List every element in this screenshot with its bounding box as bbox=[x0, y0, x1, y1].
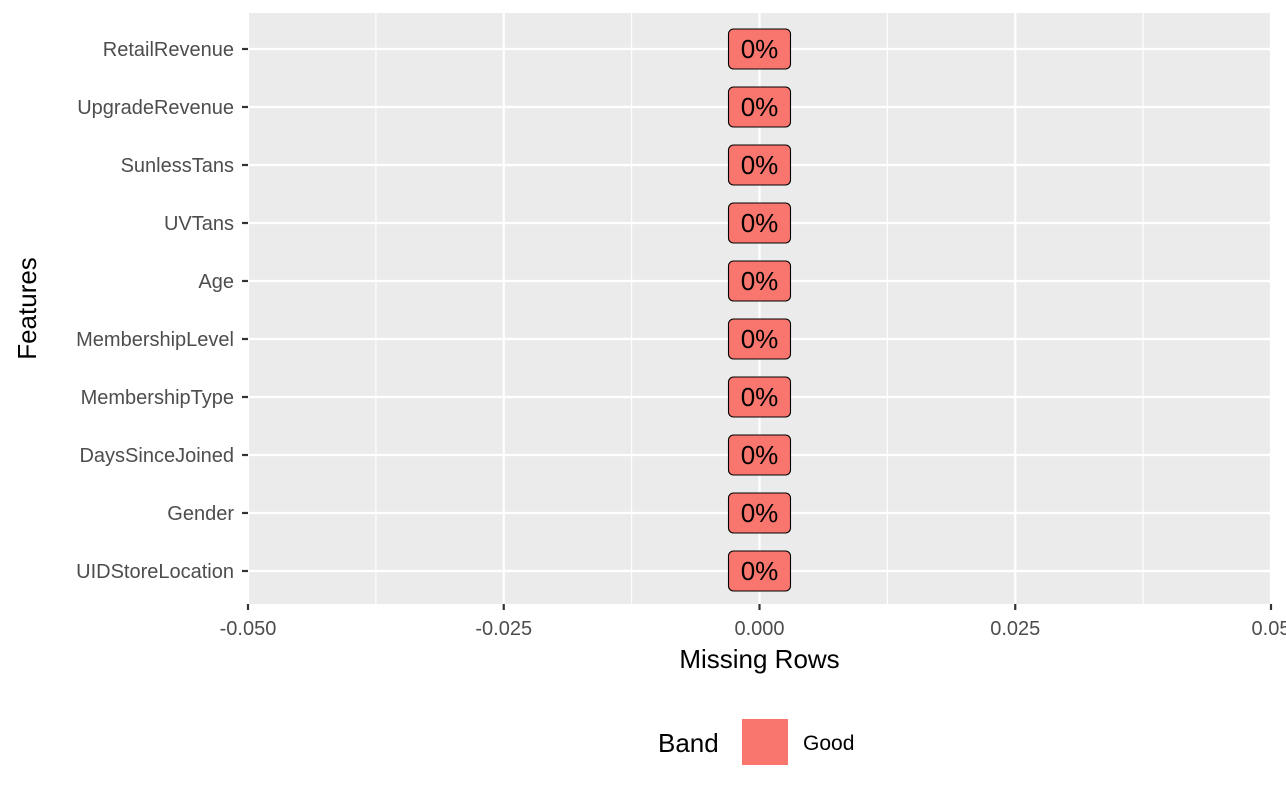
data-label: 0% bbox=[727, 550, 792, 592]
data-label-text: 0% bbox=[741, 92, 779, 122]
data-label: 0% bbox=[727, 260, 792, 302]
y-tick-label: UIDStoreLocation bbox=[76, 561, 234, 583]
data-label-text: 0% bbox=[741, 498, 779, 528]
data-label-box bbox=[727, 202, 792, 244]
data-label: 0% bbox=[727, 144, 792, 186]
legend-label-good: Good bbox=[803, 732, 854, 755]
y-tick-label: MembershipLevel bbox=[76, 329, 234, 351]
data-label-box bbox=[727, 318, 792, 360]
data-label-text: 0% bbox=[741, 150, 779, 180]
data-labels: 0% 0% 0% 0% 0% 0% 0% 0% 0% 0% bbox=[727, 28, 792, 592]
y-tick-label: SunlessTans bbox=[121, 155, 234, 177]
y-axis: RetailRevenue UpgradeRevenue SunlessTans UV… bbox=[76, 39, 248, 583]
x-tick-label: 0.05 bbox=[1252, 618, 1286, 640]
legend: Band Good bbox=[658, 719, 854, 765]
data-label: 0% bbox=[727, 376, 792, 418]
y-axis-title: Features bbox=[12, 257, 42, 360]
data-label: 0% bbox=[727, 202, 792, 244]
data-label-text: 0% bbox=[741, 208, 779, 238]
data-label-text: 0% bbox=[741, 556, 779, 586]
y-tick-label: DaysSinceJoined bbox=[79, 445, 234, 467]
data-label: 0% bbox=[727, 28, 792, 70]
data-label: 0% bbox=[727, 86, 792, 128]
x-axis: -0.050 -0.025 0.000 0.025 0.05 bbox=[220, 604, 1286, 640]
data-label-text: 0% bbox=[741, 266, 779, 296]
data-label: 0% bbox=[727, 318, 792, 360]
y-tick-label: RetailRevenue bbox=[103, 39, 234, 61]
data-label: 0% bbox=[727, 492, 792, 534]
data-label-box bbox=[727, 260, 792, 302]
x-axis-title: Missing Rows bbox=[679, 644, 839, 674]
data-label-box bbox=[727, 492, 792, 534]
data-label-text: 0% bbox=[741, 34, 779, 64]
y-tick-label: UpgradeRevenue bbox=[77, 97, 234, 119]
minor-gridlines bbox=[375, 13, 1144, 604]
x-tick-label: -0.025 bbox=[475, 618, 532, 640]
data-label-box bbox=[727, 28, 792, 70]
data-label-box bbox=[727, 86, 792, 128]
x-tick-label: 0.025 bbox=[990, 618, 1040, 640]
data-label-box bbox=[727, 376, 792, 418]
y-tick-label: UVTans bbox=[164, 213, 234, 235]
data-label-text: 0% bbox=[741, 440, 779, 470]
data-label-box bbox=[727, 550, 792, 592]
y-tick-label: Gender bbox=[167, 503, 234, 525]
y-tick-label: Age bbox=[198, 271, 234, 293]
data-label-text: 0% bbox=[741, 382, 779, 412]
data-label: 0% bbox=[727, 434, 792, 476]
legend-title: Band bbox=[658, 728, 719, 758]
data-label-text: 0% bbox=[741, 324, 779, 354]
y-tick-label: MembershipType bbox=[81, 387, 234, 409]
legend-key-good bbox=[742, 719, 788, 765]
x-tick-label: 0.000 bbox=[734, 618, 784, 640]
x-tick-label: -0.050 bbox=[220, 618, 277, 640]
data-label-box bbox=[727, 434, 792, 476]
data-label-box bbox=[727, 144, 792, 186]
